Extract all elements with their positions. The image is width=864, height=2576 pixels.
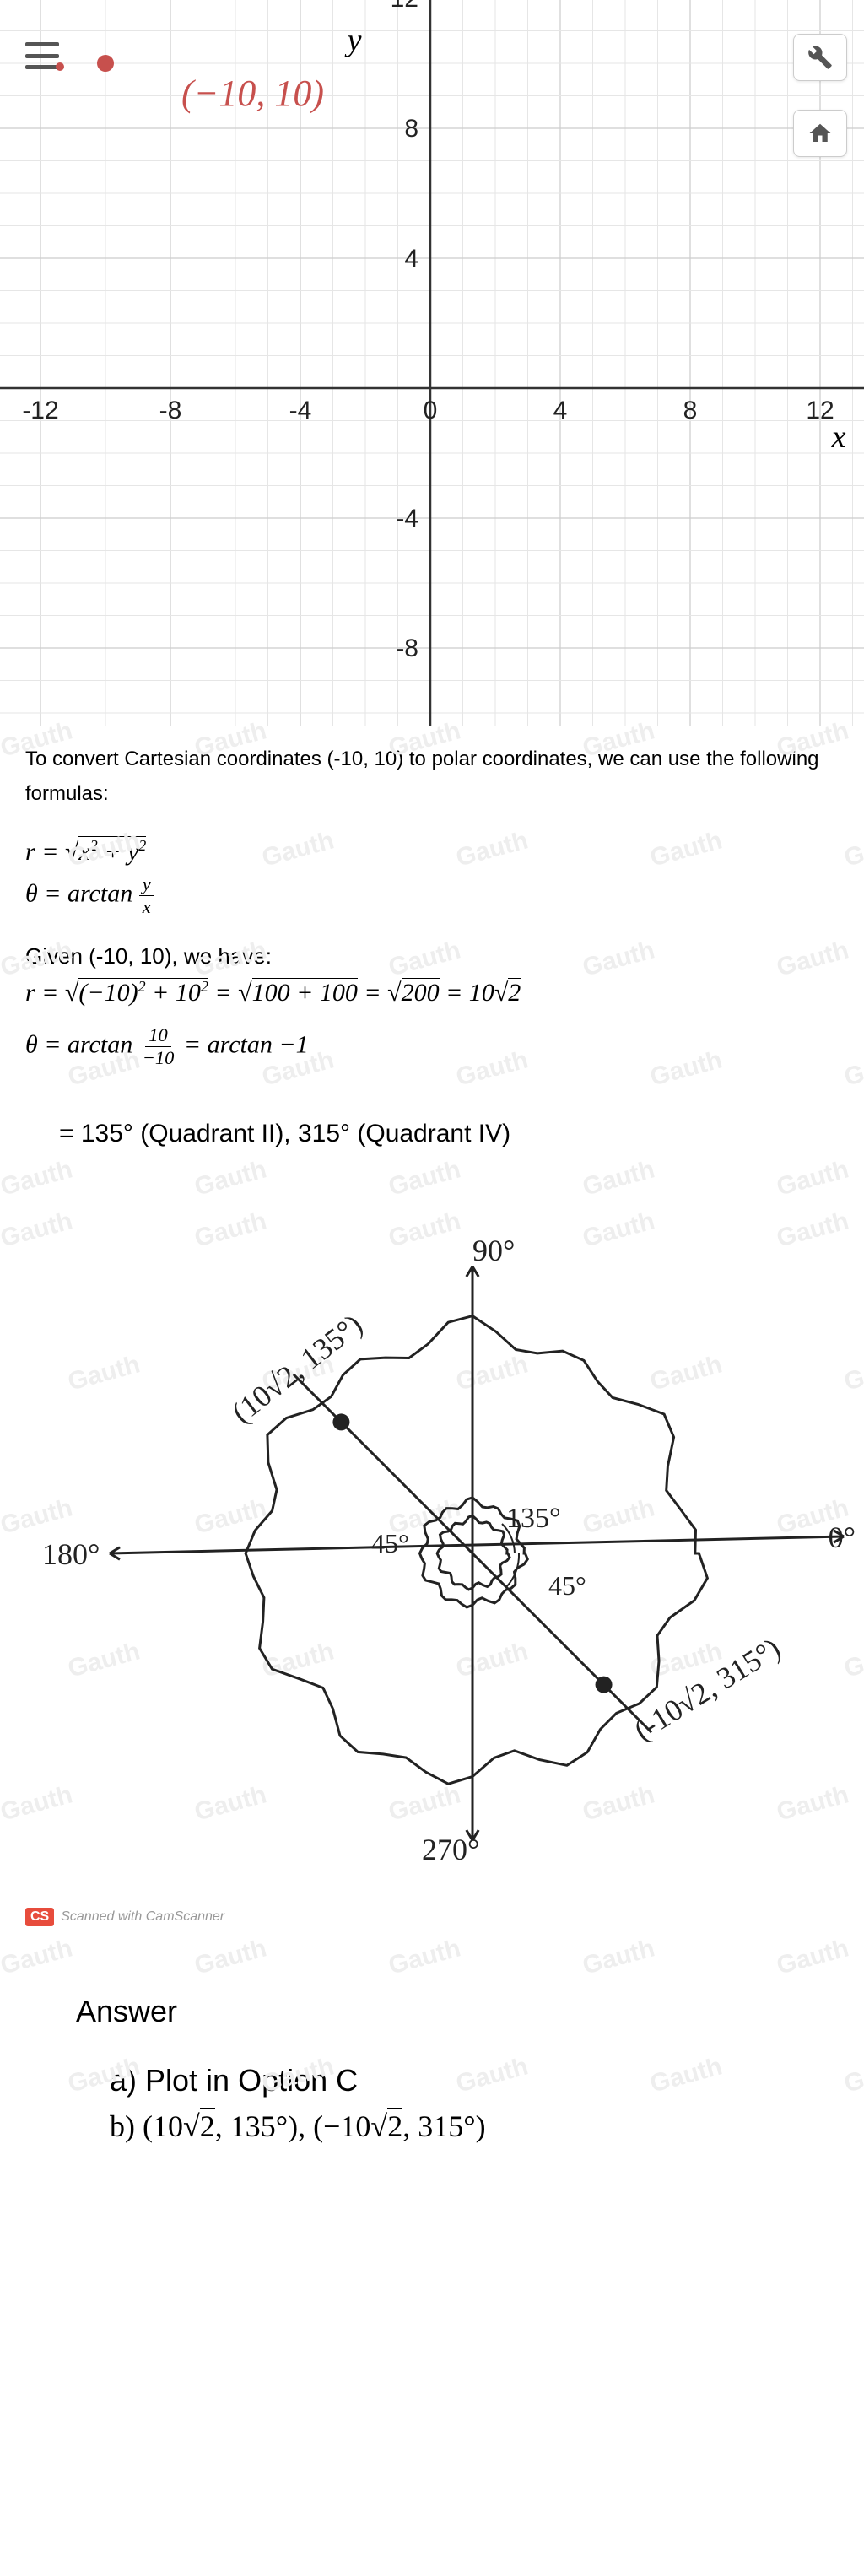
intro-text: To convert Cartesian coordinates (-10, 1…	[25, 743, 839, 812]
answer-section: GauthGauthGauthGauthGauthGauthGauthGauth…	[0, 1943, 864, 2222]
svg-text:12: 12	[391, 0, 418, 13]
answer-heading: Answer	[76, 1994, 788, 2029]
polar-diagram: GauthGauthGauthGauthGauthGauthGauthGauth…	[0, 1216, 864, 1891]
label-270: 270°	[422, 1832, 479, 1867]
cs-box: CS	[25, 1908, 54, 1926]
svg-text:x: x	[831, 419, 846, 455]
answer-b: b) (10√2, 135°), (−10√2, 315°)	[110, 2109, 788, 2144]
svg-text:-4: -4	[289, 397, 312, 424]
svg-text:-8: -8	[396, 635, 418, 662]
formula-theta: θ = arctan yx	[25, 873, 839, 918]
home-button[interactable]	[793, 110, 847, 157]
label-90: 90°	[472, 1233, 515, 1268]
svg-text:4: 4	[404, 245, 418, 273]
svg-text:0: 0	[424, 397, 438, 424]
explanation-section: GauthGauthGauthGauthGauthGauthGauthGauth…	[0, 726, 864, 1216]
graph-grid-svg: -12-8-4048121284-4-8-12yx(−10, 10)	[0, 0, 864, 726]
camscanner-badge: CS Scanned with CamScanner	[25, 1908, 224, 1926]
polar-svg	[0, 1216, 864, 1891]
svg-text:-8: -8	[159, 397, 182, 424]
svg-text:y: y	[344, 23, 362, 58]
svg-text:8: 8	[683, 397, 698, 424]
cartesian-graph: -12-8-4048121284-4-8-12yx(−10, 10)	[0, 0, 864, 726]
calc-r: r = √(−10)2 + 102 = √100 + 100 = √200 = …	[25, 978, 839, 1007]
result-text: = 135° (Quadrant II), 315° (Quadrant IV)	[25, 1120, 839, 1148]
formula-r: r = √x2 + y2	[25, 837, 839, 867]
label-45-below: 45°	[548, 1570, 586, 1601]
label-0: 0°	[829, 1520, 856, 1555]
svg-text:(−10, 10): (−10, 10)	[181, 73, 324, 114]
wrench-button[interactable]	[793, 34, 847, 81]
svg-text:12: 12	[806, 397, 834, 424]
answer-b-prefix: b)	[110, 2109, 143, 2143]
answer-a: a) Plot in Option C	[110, 2063, 788, 2098]
svg-text:8: 8	[404, 115, 418, 143]
label-45-inner: 45°	[371, 1528, 409, 1559]
cs-text: Scanned with CamScanner	[61, 1909, 224, 1925]
svg-text:4: 4	[554, 397, 568, 424]
home-icon	[807, 121, 833, 146]
svg-text:-12: -12	[22, 397, 58, 424]
wrench-icon	[807, 45, 833, 70]
label-135-inner: 135°	[506, 1503, 561, 1535]
given-text: Given (-10, 10), we have:	[25, 943, 839, 969]
svg-text:-4: -4	[396, 505, 418, 532]
calc-theta: θ = arctan 10−10 = arctan −1	[25, 1024, 839, 1069]
menu-icon[interactable]	[25, 42, 59, 69]
label-180: 180°	[42, 1536, 100, 1572]
